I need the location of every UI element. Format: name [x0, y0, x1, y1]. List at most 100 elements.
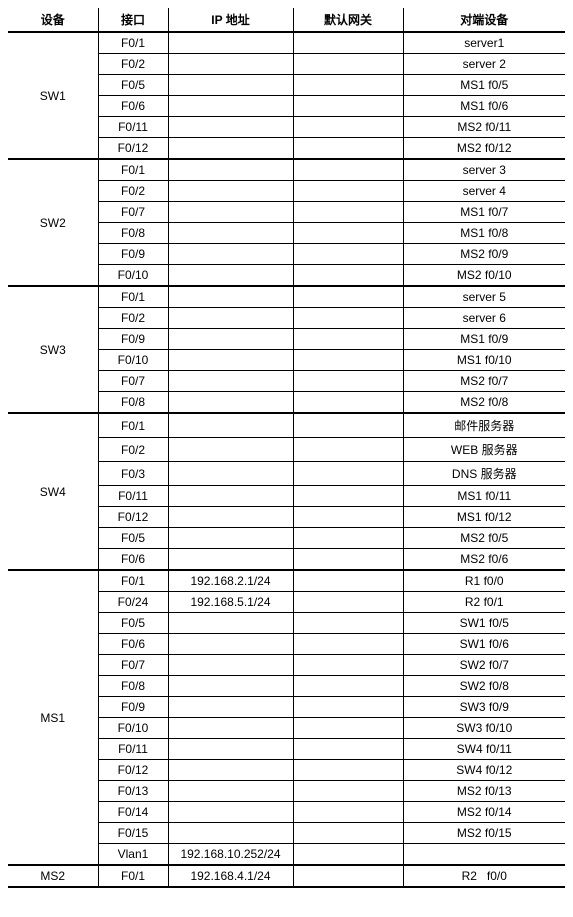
interface-cell: F0/1	[98, 159, 168, 181]
gateway-cell	[293, 413, 403, 438]
ip-cell	[168, 528, 293, 549]
ip-cell	[168, 634, 293, 655]
peer-cell: MS2 f0/7	[403, 371, 565, 392]
peer-cell: R2 f0/1	[403, 592, 565, 613]
gateway-cell	[293, 181, 403, 202]
gateway-cell	[293, 528, 403, 549]
ip-cell	[168, 117, 293, 138]
peer-cell: MS1 f0/9	[403, 329, 565, 350]
ip-cell	[168, 181, 293, 202]
gateway-cell	[293, 75, 403, 96]
device-cell: SW1	[8, 32, 98, 159]
peer-cell: SW4 f0/11	[403, 739, 565, 760]
interface-cell: F0/7	[98, 202, 168, 223]
ip-cell	[168, 244, 293, 265]
interface-cell: F0/9	[98, 244, 168, 265]
interface-cell: F0/7	[98, 371, 168, 392]
gateway-cell	[293, 823, 403, 844]
ip-cell	[168, 739, 293, 760]
gateway-cell	[293, 308, 403, 329]
interface-cell: F0/12	[98, 760, 168, 781]
gateway-cell	[293, 117, 403, 138]
interface-cell: F0/24	[98, 592, 168, 613]
gateway-cell	[293, 718, 403, 739]
peer-cell: MS1 f0/12	[403, 507, 565, 528]
interface-cell: F0/1	[98, 413, 168, 438]
interface-cell: Vlan1	[98, 844, 168, 866]
ip-cell	[168, 159, 293, 181]
peer-cell: SW3 f0/10	[403, 718, 565, 739]
ip-cell	[168, 549, 293, 571]
peer-cell: MS2 f0/5	[403, 528, 565, 549]
peer-cell: MS1 f0/6	[403, 96, 565, 117]
peer-cell: SW2 f0/7	[403, 655, 565, 676]
peer-cell: MS2 f0/10	[403, 265, 565, 287]
peer-cell: MS2 f0/6	[403, 549, 565, 571]
interface-cell: F0/10	[98, 265, 168, 287]
ip-cell	[168, 223, 293, 244]
ip-cell	[168, 697, 293, 718]
peer-cell: MS2 f0/13	[403, 781, 565, 802]
interface-cell: F0/10	[98, 350, 168, 371]
peer-cell: MS2 f0/8	[403, 392, 565, 414]
interface-cell: F0/2	[98, 308, 168, 329]
ip-cell: 192.168.2.1/24	[168, 570, 293, 592]
interface-cell: F0/2	[98, 181, 168, 202]
interface-cell: F0/1	[98, 32, 168, 54]
ip-cell	[168, 308, 293, 329]
gateway-cell	[293, 350, 403, 371]
interface-cell: F0/6	[98, 634, 168, 655]
interface-cell: F0/5	[98, 75, 168, 96]
ip-cell	[168, 781, 293, 802]
network-config-table: 设备 接口 IP 地址 默认网关 对端设备 SW1F0/1server1F0/2…	[8, 8, 565, 888]
peer-cell: server 6	[403, 308, 565, 329]
gateway-cell	[293, 613, 403, 634]
ip-cell	[168, 75, 293, 96]
peer-cell: SW2 f0/8	[403, 676, 565, 697]
device-cell: SW4	[8, 413, 98, 570]
gateway-cell	[293, 286, 403, 308]
gateway-cell	[293, 781, 403, 802]
peer-cell: server 3	[403, 159, 565, 181]
peer-cell: server1	[403, 32, 565, 54]
ip-cell	[168, 371, 293, 392]
table-row: MS2F0/1192.168.4.1/24R2 f0/0	[8, 865, 565, 887]
peer-cell: MS2 f0/11	[403, 117, 565, 138]
interface-cell: F0/8	[98, 223, 168, 244]
gateway-cell	[293, 265, 403, 287]
peer-cell: MS1 f0/5	[403, 75, 565, 96]
interface-cell: F0/12	[98, 138, 168, 160]
gateway-cell	[293, 486, 403, 507]
ip-cell	[168, 138, 293, 160]
peer-cell: MS1 f0/11	[403, 486, 565, 507]
interface-cell: F0/5	[98, 613, 168, 634]
interface-cell: F0/5	[98, 528, 168, 549]
interface-cell: F0/13	[98, 781, 168, 802]
gateway-cell	[293, 655, 403, 676]
peer-cell: SW3 f0/9	[403, 697, 565, 718]
interface-cell: F0/2	[98, 438, 168, 462]
table-row: SW1F0/1server1	[8, 32, 565, 54]
peer-cell: MS1 f0/8	[403, 223, 565, 244]
gateway-cell	[293, 438, 403, 462]
table-row: MS1F0/1192.168.2.1/24R1 f0/0	[8, 570, 565, 592]
table-row: SW3F0/1server 5	[8, 286, 565, 308]
interface-cell: F0/15	[98, 823, 168, 844]
ip-cell	[168, 265, 293, 287]
ip-cell	[168, 802, 293, 823]
interface-cell: F0/1	[98, 286, 168, 308]
device-cell: MS2	[8, 865, 98, 887]
interface-cell: F0/8	[98, 676, 168, 697]
peer-cell: MS2 f0/12	[403, 138, 565, 160]
gateway-cell	[293, 570, 403, 592]
ip-cell	[168, 32, 293, 54]
gateway-cell	[293, 549, 403, 571]
ip-cell: 192.168.5.1/24	[168, 592, 293, 613]
interface-cell: F0/6	[98, 96, 168, 117]
gateway-cell	[293, 676, 403, 697]
gateway-cell	[293, 223, 403, 244]
gateway-cell	[293, 32, 403, 54]
device-cell: SW3	[8, 286, 98, 413]
gateway-cell	[293, 760, 403, 781]
gateway-cell	[293, 739, 403, 760]
